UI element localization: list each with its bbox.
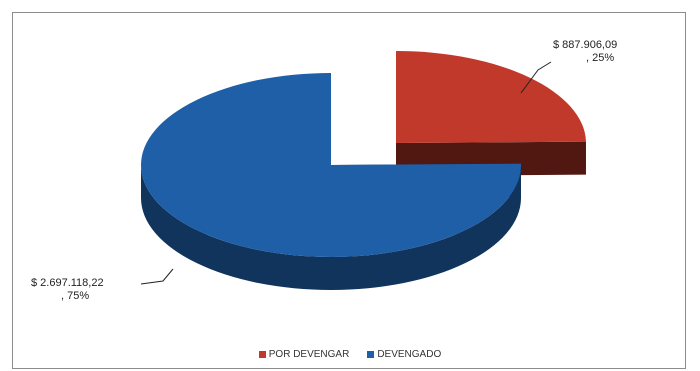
data-label-devengado-percent: , 75% bbox=[61, 290, 90, 302]
data-label-devengado-value: $ 2.697.118,22 bbox=[31, 277, 104, 289]
leader-line-por-devengar bbox=[520, 61, 552, 94]
leader-line-devengado bbox=[140, 268, 174, 285]
legend-item-por-devengar: POR DEVENGAR bbox=[258, 349, 350, 360]
legend-swatch-devengado bbox=[367, 351, 375, 358]
legend-label-devengado: DEVENGADO bbox=[377, 349, 442, 360]
legend-swatch-por-devengar bbox=[258, 351, 266, 358]
legend: POR DEVENGAR DEVENGADO bbox=[13, 349, 687, 360]
legend-item-devengado: DEVENGADO bbox=[367, 349, 441, 360]
pie-slice-por-devengar bbox=[396, 51, 586, 143]
pie-slice-devengado bbox=[141, 73, 521, 257]
data-label-por-devengar-value: $ 887.906,09 bbox=[553, 39, 618, 51]
chart-frame: $ 887.906,09 , 25% $ 2.697.118,22 , 75% … bbox=[12, 12, 686, 369]
pie-chart bbox=[140, 51, 586, 290]
pie-tops bbox=[141, 51, 586, 257]
data-label-por-devengar: $ 887.906,09 , 25% bbox=[553, 39, 617, 65]
data-label-devengado: $ 2.697.118,22 , 75% bbox=[31, 277, 104, 303]
data-label-por-devengar-percent: , 25% bbox=[586, 52, 615, 64]
legend-label-por-devengar: POR DEVENGAR bbox=[268, 349, 350, 360]
